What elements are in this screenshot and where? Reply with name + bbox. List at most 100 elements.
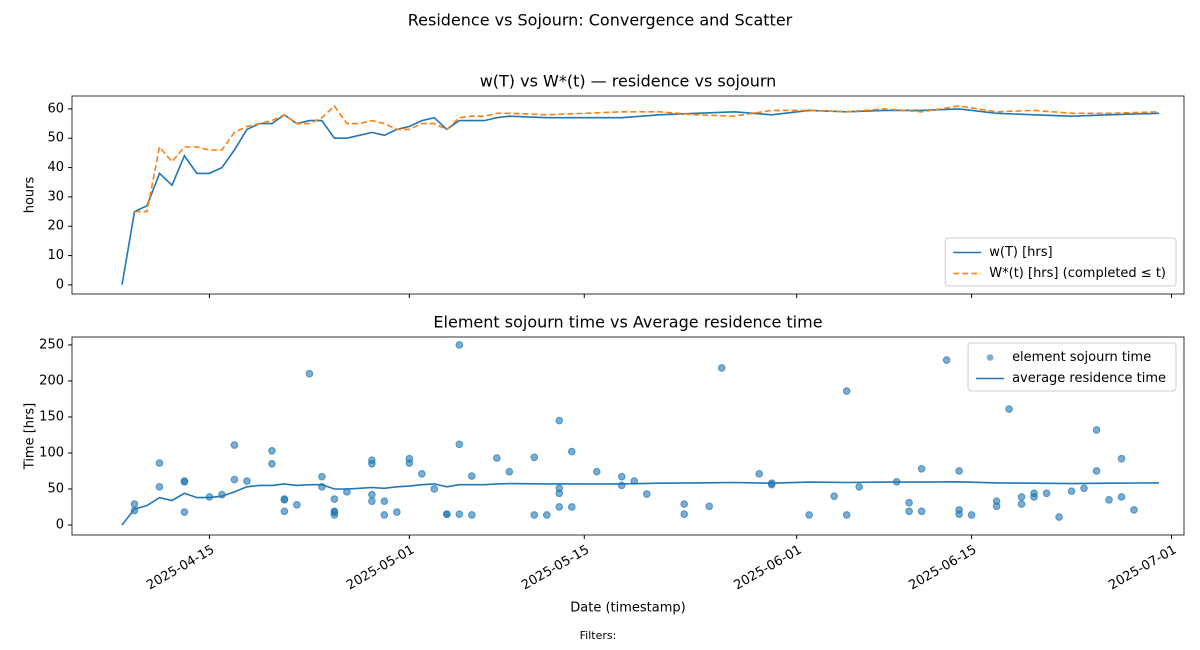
- point: [1005, 405, 1013, 413]
- legend-label: W*(t) [hrs] (completed ≤ t): [989, 266, 1166, 281]
- figure-title: Residence vs Sojourn: Convergence and Sc…: [408, 11, 793, 30]
- y-tick-label: 20: [47, 219, 64, 234]
- point: [455, 440, 464, 449]
- point: [642, 490, 651, 498]
- point: [318, 472, 326, 481]
- point: [430, 485, 439, 493]
- point: [1067, 487, 1076, 495]
- point: [680, 510, 689, 518]
- point: [380, 511, 389, 519]
- point: [705, 502, 714, 511]
- point: [330, 495, 339, 503]
- point: [905, 498, 913, 507]
- point: [992, 502, 1001, 511]
- point: [1130, 506, 1138, 514]
- point: [542, 511, 551, 519]
- y-tick-label: 100: [39, 445, 64, 460]
- legend-label: average residence time: [1012, 371, 1166, 386]
- point: [418, 470, 426, 478]
- point: [493, 454, 501, 462]
- point: [1117, 454, 1126, 463]
- point: [1042, 489, 1051, 498]
- point: [567, 447, 576, 456]
- point: [305, 369, 314, 378]
- point: [530, 511, 539, 519]
- y-tick-label: 0: [56, 517, 64, 532]
- y-tick-label: 150: [39, 409, 64, 424]
- point: [1017, 500, 1026, 508]
- point: [592, 467, 601, 476]
- point: [180, 477, 189, 485]
- legend-frame: [967, 342, 1177, 392]
- point: [1030, 493, 1038, 501]
- point: [530, 453, 539, 462]
- point: [505, 467, 514, 476]
- footer: Filters:: [580, 629, 617, 642]
- point: [443, 510, 451, 518]
- point: [830, 492, 838, 500]
- plot-area: [121, 104, 1160, 286]
- point: [455, 341, 464, 349]
- point: [155, 483, 164, 491]
- y-tick-label: 0: [56, 277, 64, 292]
- point: [268, 447, 276, 455]
- plot-frame: [71, 95, 1185, 295]
- point: [555, 503, 564, 511]
- point: [280, 495, 289, 504]
- point: [368, 456, 376, 464]
- point: [567, 503, 576, 511]
- point: [755, 470, 763, 478]
- plot-area: [121, 341, 1160, 526]
- point: [268, 459, 276, 468]
- y-tick-label: 50: [47, 481, 64, 496]
- point: [967, 511, 976, 519]
- point: [330, 508, 339, 516]
- y-tick-label: 50: [47, 131, 64, 146]
- point: [680, 500, 689, 508]
- point: [1092, 426, 1101, 434]
- point: [380, 497, 389, 506]
- y-tick-label: 30: [47, 189, 64, 204]
- point: [842, 387, 851, 395]
- point: [230, 475, 239, 484]
- point: [917, 465, 926, 473]
- point: [942, 356, 951, 364]
- series-line: [121, 480, 1160, 526]
- y-axis-label: hours: [23, 177, 38, 214]
- point: [955, 510, 963, 518]
- y-tick-label: 250: [39, 337, 64, 352]
- point: [368, 497, 376, 506]
- point: [855, 483, 863, 491]
- point: [455, 510, 464, 518]
- y-axis-label: Time [hrs]: [23, 403, 38, 470]
- point: [155, 459, 164, 467]
- point: [617, 472, 626, 481]
- point: [405, 459, 414, 467]
- chart-title: Element sojourn time vs Average residenc…: [433, 313, 822, 332]
- point: [1092, 467, 1101, 475]
- point: [130, 500, 139, 508]
- y-tick-label: 40: [47, 160, 64, 175]
- point: [468, 511, 476, 519]
- point: [1105, 495, 1113, 504]
- point: [243, 477, 251, 485]
- point: [230, 441, 239, 449]
- point: [555, 416, 564, 425]
- legend-label: element sojourn time: [1012, 350, 1151, 365]
- point: [555, 489, 564, 498]
- point: [468, 472, 476, 480]
- plot-frame: [71, 336, 1185, 536]
- point: [1017, 493, 1026, 501]
- point: [842, 511, 851, 519]
- y-tick-label: 60: [47, 101, 64, 116]
- x-axis-label: Date (timestamp): [570, 601, 685, 616]
- point: [293, 501, 301, 509]
- point: [905, 507, 913, 516]
- point: [368, 490, 376, 499]
- point: [805, 511, 813, 519]
- point: [717, 364, 726, 372]
- point: [1117, 493, 1126, 501]
- point: [917, 507, 926, 516]
